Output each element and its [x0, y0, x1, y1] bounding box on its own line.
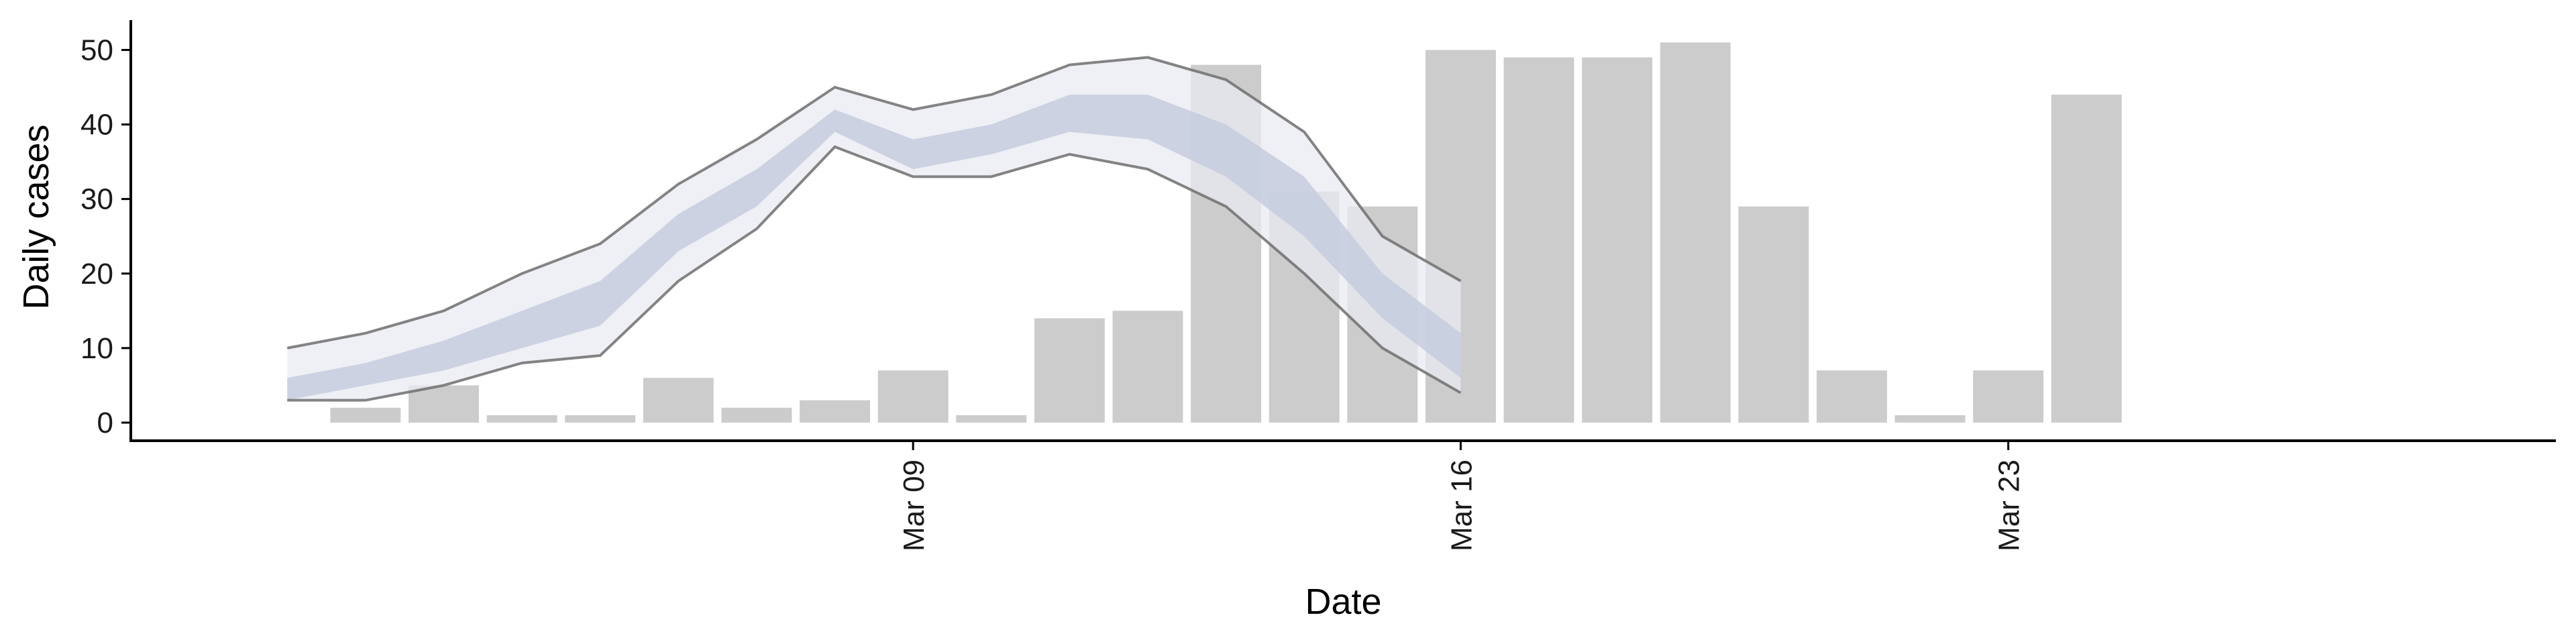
bar-2020-03-03 — [408, 385, 479, 423]
bar-2020-03-02 — [330, 407, 401, 423]
y-tick-label: 20 — [80, 258, 113, 290]
outer-upper-line — [286, 56, 1462, 350]
bar-2020-03-19 — [1660, 42, 1731, 423]
y-tick-label: 50 — [80, 34, 113, 66]
x-tick-label: Mar 16 — [1445, 460, 1478, 551]
y-ticks: 0 10 20 30 40 50 — [80, 34, 131, 439]
y-tick-label: 30 — [80, 183, 113, 216]
bar-2020-03-11 — [1034, 318, 1105, 423]
bar-2020-03-04 — [486, 415, 557, 423]
y-axis-title: Daily cases — [16, 124, 56, 309]
bar-2020-03-10 — [956, 415, 1027, 423]
x-tick-label: Mar 23 — [1993, 460, 2026, 551]
bar-2020-03-05 — [565, 415, 636, 423]
bar-2020-03-12 — [1112, 311, 1183, 423]
bands-layer — [286, 56, 1462, 402]
x-tick-label: Mar 09 — [898, 460, 930, 551]
bar-2020-03-08 — [800, 400, 870, 423]
x-axis-title: Date — [1305, 582, 1381, 622]
bar-2020-03-09 — [877, 370, 949, 423]
y-tick-label: 10 — [80, 332, 113, 365]
outer-lower-line — [287, 145, 1462, 402]
inner-interval-band — [287, 95, 1461, 400]
bar-2020-03-21 — [1817, 370, 1887, 423]
bar-2020-03-22 — [1894, 415, 1966, 423]
y-tick-label: 40 — [80, 109, 113, 142]
bar-2020-03-06 — [643, 378, 714, 423]
bar-2020-03-07 — [721, 407, 792, 423]
bar-2020-03-18 — [1582, 57, 1653, 423]
bar-2020-03-23 — [1973, 370, 2044, 423]
bar-2020-03-20 — [1738, 206, 1809, 423]
x-ticks: Mar 09 Mar 16 Mar 23 — [898, 441, 2026, 551]
axes-layer — [129, 20, 2556, 442]
bar-2020-03-24 — [2051, 95, 2122, 423]
bar-2020-03-17 — [1503, 57, 1574, 423]
y-tick-label: 0 — [97, 407, 113, 439]
